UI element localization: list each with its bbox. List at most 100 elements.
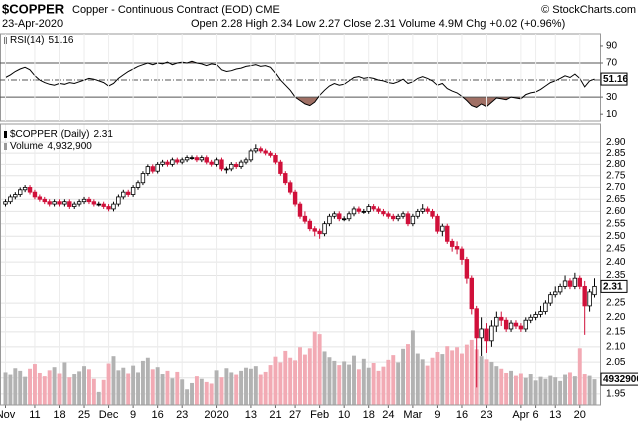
volume-bar — [293, 360, 298, 405]
candle-body — [400, 213, 406, 217]
y-tick-label: 2.10 — [606, 341, 626, 352]
volume-bar — [170, 378, 175, 405]
y-tick-label: 2.25 — [606, 298, 626, 309]
candle-body — [62, 201, 67, 205]
volume-bar — [376, 370, 381, 405]
volume-bar — [8, 374, 13, 405]
volume-bar — [317, 334, 322, 405]
candle-body — [140, 173, 146, 184]
legend: $COPPER (Daily) 2.31 — [10, 129, 113, 140]
candle-body — [101, 203, 106, 207]
candle-body — [405, 213, 411, 225]
x-tick-label: Dec — [99, 409, 119, 421]
candle-body — [553, 291, 558, 296]
candle-body — [518, 325, 524, 330]
volume-bar — [509, 370, 514, 405]
volume-bar — [528, 374, 533, 405]
volume-bar — [131, 365, 136, 405]
y-tick-label: 2.75 — [606, 170, 626, 181]
candle-body — [27, 187, 33, 193]
volume-bar — [77, 371, 82, 405]
volume-bar — [140, 360, 145, 405]
volume-bar — [361, 358, 366, 405]
candle-body — [121, 191, 126, 198]
volume-bar — [160, 374, 165, 405]
candle-body — [292, 191, 298, 205]
volume-bar — [425, 365, 430, 405]
volume-bar — [224, 368, 229, 405]
volume-bar — [106, 363, 111, 405]
candle-body — [283, 173, 288, 184]
x-tick-label: 27 — [289, 409, 301, 421]
candle-body — [572, 277, 578, 287]
candle-body — [111, 203, 116, 210]
candle-body — [179, 159, 185, 163]
y-tick-label: 2.85 — [606, 148, 626, 159]
y-tick-label: 2.70 — [606, 182, 626, 193]
candle-body — [199, 157, 205, 161]
volume-bar — [504, 372, 509, 405]
volume-bar — [86, 369, 91, 405]
x-tick-label: 23 — [480, 409, 492, 421]
y-tick-label: 2.45 — [606, 244, 626, 255]
volume-bar — [263, 371, 268, 405]
volume-bar — [150, 369, 155, 405]
volume-bar — [126, 373, 131, 405]
y-tick-label: 2.55 — [606, 218, 626, 229]
candle-body — [258, 148, 263, 152]
volume-bar — [548, 375, 553, 405]
candle-body — [204, 157, 209, 163]
volume-bar — [18, 370, 23, 405]
candle-body — [307, 220, 313, 230]
candle-body — [395, 215, 401, 220]
volume-bar — [523, 377, 528, 405]
candle-body — [327, 215, 332, 225]
volume-bar — [445, 346, 450, 405]
candle-body — [175, 159, 180, 163]
volume-bar — [91, 378, 96, 405]
candle-body — [76, 201, 82, 205]
volume-bar — [391, 355, 396, 405]
x-tick-label: 18 — [363, 409, 375, 421]
candle-body — [376, 208, 381, 212]
x-tick-label: Feb — [310, 409, 329, 421]
candle-body — [233, 163, 239, 168]
volume-bar — [219, 377, 224, 405]
volume-bar — [469, 339, 474, 405]
volume-bar — [52, 367, 57, 405]
candle-body — [91, 201, 97, 205]
volume-last-tag-box — [600, 372, 638, 386]
candle-body — [361, 210, 367, 213]
volume-bar — [32, 364, 37, 405]
candle-body — [47, 201, 52, 205]
x-tick-label: 9 — [130, 409, 136, 421]
y-tick-label: 30 — [606, 92, 618, 103]
candle-body — [341, 218, 347, 221]
candle-body — [224, 168, 229, 171]
volume-bar — [450, 350, 455, 405]
volume-bar — [533, 380, 538, 405]
y-tick-label: 2.65 — [606, 194, 626, 205]
volume-bar — [155, 367, 160, 405]
x-tick-label: 11 — [29, 409, 40, 421]
volume-bar — [347, 364, 352, 405]
candle-body — [263, 150, 268, 154]
volume-bar — [366, 367, 371, 405]
candle-body — [371, 206, 376, 210]
candle-body — [287, 182, 293, 193]
candle-body — [577, 277, 582, 287]
candle-body — [312, 228, 317, 232]
candle-body — [366, 206, 371, 212]
volume-bar — [371, 363, 376, 405]
candle-body — [3, 201, 8, 205]
candle-body — [22, 187, 28, 191]
candle-body — [52, 201, 57, 205]
legend: Volume 4,932,900 — [10, 141, 92, 152]
candle-body — [459, 248, 465, 260]
volume-bar — [455, 347, 460, 405]
candle-body — [243, 159, 249, 163]
candle-body — [474, 308, 479, 339]
candle-body — [494, 316, 499, 327]
volume-bar — [415, 353, 420, 405]
